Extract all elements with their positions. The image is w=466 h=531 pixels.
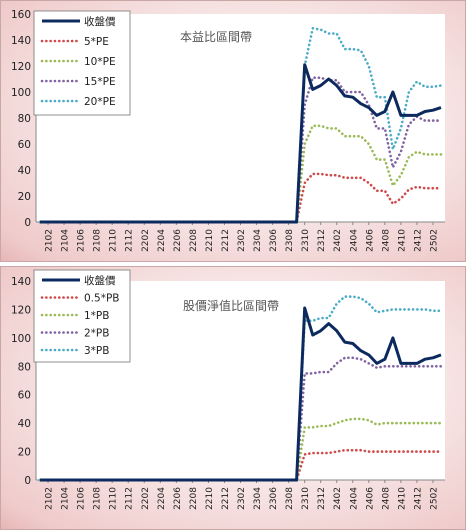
x-tick-label: 2110 [109, 487, 119, 510]
x-tick-label: 2406 [365, 487, 375, 510]
series-line-2 [38, 124, 443, 224]
x-tick-label: 2502 [429, 229, 439, 252]
x-tick-label: 2206 [173, 229, 183, 252]
legend-box [33, 10, 131, 116]
x-tick-label: 2112 [125, 487, 135, 510]
legend-label: 0.5*PB [84, 293, 119, 305]
y-tick-label: 60 [18, 139, 31, 151]
legend-label: 3*PB [84, 345, 109, 357]
y-tick-label: 40 [18, 418, 31, 430]
legend-label: 5*PE [84, 36, 109, 48]
x-tick-label: 2302 [237, 229, 247, 252]
x-tick-label: 2304 [253, 229, 263, 252]
series-line-1 [38, 172, 443, 224]
x-tick-label: 2102 [45, 487, 55, 510]
x-tick-label: 2304 [253, 487, 263, 510]
x-tick-label: 2108 [93, 229, 103, 252]
chart-title: 本益比區間帶 [180, 30, 252, 44]
x-tick-label: 2106 [77, 487, 87, 510]
x-tick-label: 2212 [221, 487, 231, 510]
legend-label: 10*PE [84, 56, 116, 68]
legend-label: 1*PB [84, 310, 109, 322]
x-tick-label: 2208 [189, 487, 199, 510]
y-tick-label: 0 [24, 217, 31, 229]
x-tick-label: 2406 [365, 229, 375, 252]
x-tick-label: 2310 [301, 229, 311, 252]
pb-band-chart-panel: 0 20 40 60 80 100 120 140 2102 2104 2106 2108 2110 21… [0, 266, 466, 530]
x-tick-label: 2210 [205, 229, 215, 252]
x-tick-label: 2108 [93, 487, 103, 510]
x-tick-label: 2310 [301, 487, 311, 510]
x-tick-label: 2312 [317, 229, 327, 252]
series-line-0 [40, 63, 442, 224]
x-tick-label: 2204 [157, 229, 167, 252]
x-tick-label: 2402 [333, 229, 343, 252]
x-tick-label: 2306 [269, 229, 279, 252]
x-tick-label: 2106 [77, 229, 87, 252]
x-tick-label: 2206 [173, 487, 183, 510]
x-tick-label: 2202 [141, 487, 151, 510]
y-tick-label: 100 [11, 333, 31, 345]
y-tick-label: 160 [11, 9, 31, 21]
series-line-0 [40, 306, 442, 482]
pb-band-chart: 0 20 40 60 80 100 120 140 2102 2104 2106 2108 2110 21… [11, 269, 445, 510]
x-tick-label: 2302 [237, 487, 247, 510]
y-tick-label: 140 [11, 276, 31, 288]
x-tick-label: 2404 [349, 229, 359, 252]
y-tick-label: 20 [18, 191, 31, 203]
y-tick-label: 100 [11, 87, 31, 99]
y-tick-label: 40 [18, 165, 31, 177]
x-tick-label: 2412 [413, 487, 423, 510]
x-tick-label: 2202 [141, 229, 151, 252]
x-tick-label: 2412 [413, 229, 423, 252]
x-tick-label: 2104 [61, 487, 71, 510]
x-tick-label: 2404 [349, 487, 359, 510]
x-tick-label: 2410 [397, 487, 407, 510]
pe-band-chart: 0 20 40 60 80 100 120 140 160 2102 2104 2106 2108 211… [11, 9, 445, 252]
x-tick-label: 2112 [125, 229, 135, 252]
legend-label: 20*PE [84, 96, 116, 108]
x-tick-label: 2312 [317, 487, 327, 510]
legend-label: 收盤價 [84, 15, 116, 28]
legend-label: 2*PB [84, 328, 109, 340]
legend-label: 15*PE [84, 76, 116, 88]
x-tick-label: 2502 [429, 487, 439, 510]
chart-title: 股價淨值比區間帶 [183, 298, 279, 313]
x-tick-label: 2408 [381, 229, 391, 252]
x-tick-label: 2408 [381, 487, 391, 510]
y-tick-label: 140 [11, 35, 31, 47]
x-tick-label: 2306 [269, 487, 279, 510]
x-tick-label: 2104 [61, 229, 71, 252]
y-tick-label: 80 [18, 113, 31, 125]
series-line-1 [38, 448, 443, 482]
x-tick-label: 2308 [285, 229, 295, 252]
pe-band-chart-panel: 0 20 40 60 80 100 120 140 160 2102 2104 2106 2108 211… [0, 0, 466, 262]
y-tick-label: 80 [18, 361, 31, 373]
y-tick-label: 120 [11, 304, 31, 316]
x-tick-label: 2110 [109, 229, 119, 252]
legend-box [33, 269, 131, 363]
x-tick-label: 2410 [397, 229, 407, 252]
y-tick-label: 60 [18, 390, 31, 402]
x-tick-label: 2204 [157, 487, 167, 510]
y-tick-label: 20 [18, 447, 31, 459]
y-tick-label: 120 [11, 61, 31, 73]
x-tick-label: 2308 [285, 487, 295, 510]
x-tick-label: 2208 [189, 229, 199, 252]
x-tick-label: 2210 [205, 487, 215, 510]
x-tick-label: 2102 [45, 229, 55, 252]
y-tick-label: 0 [24, 475, 31, 487]
legend-label: 收盤價 [84, 274, 116, 287]
x-tick-label: 2402 [333, 487, 343, 510]
x-tick-label: 2212 [221, 229, 231, 252]
